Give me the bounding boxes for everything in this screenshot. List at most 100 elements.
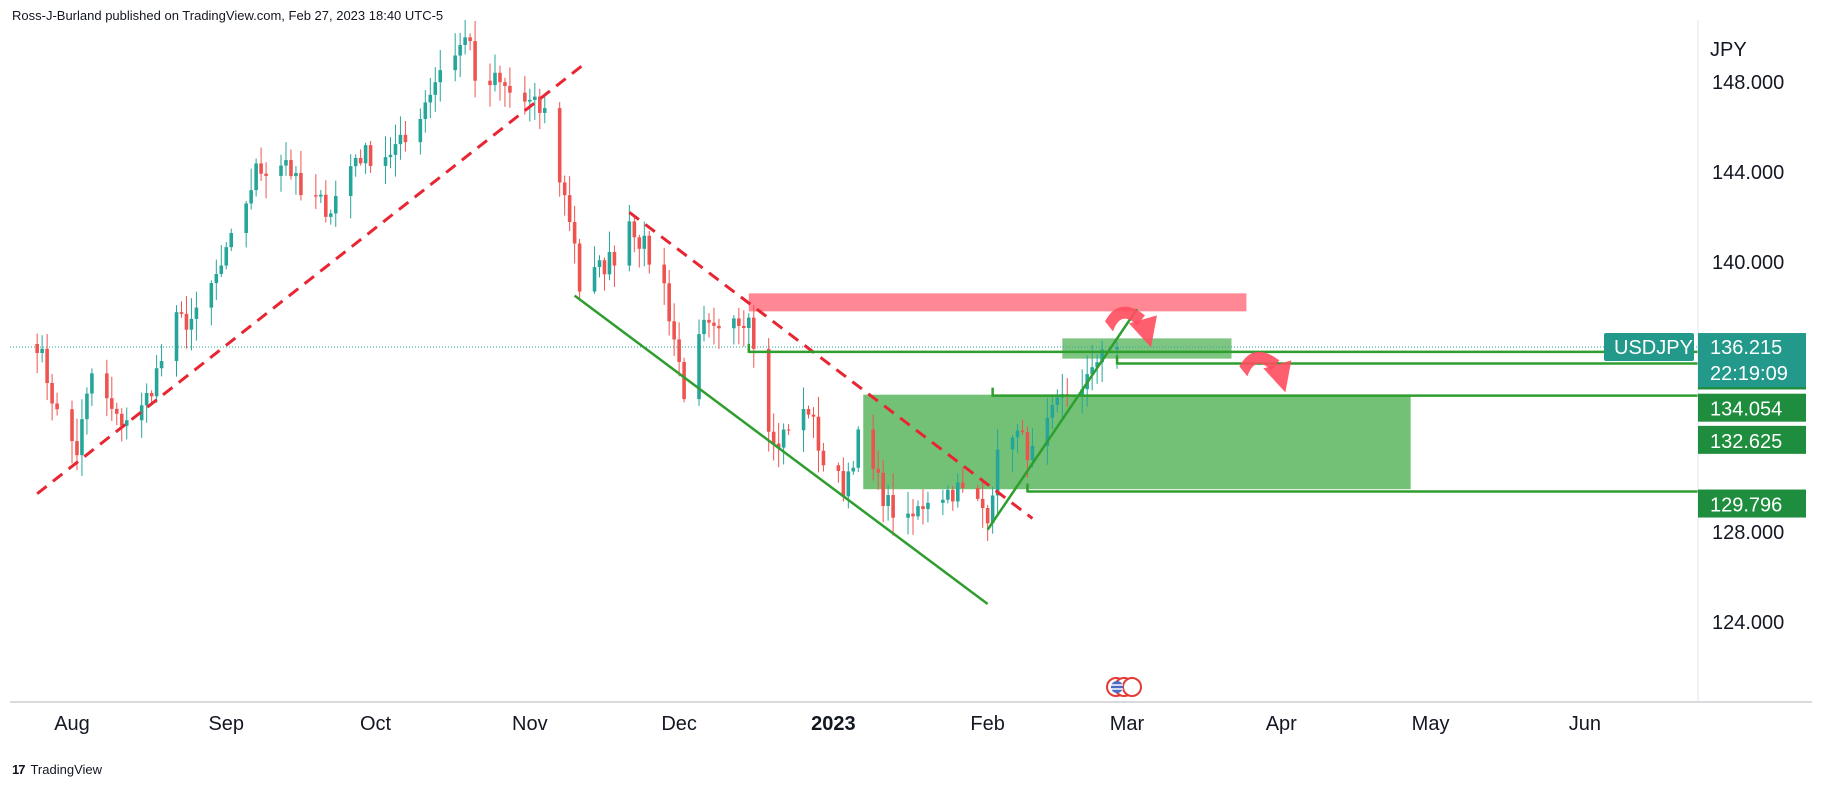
- candle-body: [523, 92, 527, 102]
- candle-body: [891, 495, 895, 518]
- candle-body: [841, 470, 846, 497]
- tradingview-brand-text: TradingView: [30, 762, 103, 777]
- rising-dashed-trendline[interactable]: [36, 62, 586, 495]
- candle-body: [393, 144, 398, 155]
- candle-body: [886, 495, 890, 506]
- rising-support-trendline[interactable]: [986, 308, 1138, 531]
- candle-body: [712, 322, 716, 326]
- drawing-layer-front: [36, 62, 1698, 605]
- candle-body: [468, 37, 472, 42]
- last-price-badge: 136.215 22:19:09: [1698, 333, 1806, 388]
- candle-body: [751, 317, 756, 349]
- candle-body: [453, 55, 457, 71]
- candle-body: [533, 96, 537, 100]
- publisher-caption: Ross-J-Burland published on TradingView.…: [12, 8, 444, 23]
- candle-body: [1045, 417, 1050, 446]
- candle-body: [388, 154, 393, 158]
- candle-body: [697, 334, 701, 400]
- candle-body: [398, 134, 403, 145]
- resistance-zone: [748, 293, 1247, 312]
- falling-dashed-trendline[interactable]: [628, 211, 1034, 520]
- candle-body: [528, 99, 532, 102]
- candle-body: [259, 163, 263, 174]
- candle-body: [498, 72, 502, 83]
- price-level-badge: 132.625: [1698, 425, 1806, 454]
- candle-body: [906, 513, 910, 518]
- candle-body: [70, 409, 74, 442]
- falling-support-trendline[interactable]: [573, 294, 989, 605]
- candle-body: [562, 182, 567, 196]
- candle-body: [876, 468, 880, 473]
- candle-body: [662, 264, 666, 284]
- candle-body: [90, 373, 94, 394]
- candle-body: [279, 165, 283, 176]
- candle-body: [423, 102, 428, 119]
- candle-body: [503, 82, 507, 86]
- candle-body: [194, 307, 199, 319]
- candle-body: [975, 487, 980, 499]
- candle-body: [567, 195, 572, 223]
- candle-body: [811, 414, 816, 417]
- candle-body: [368, 145, 373, 166]
- candle-body: [139, 405, 144, 421]
- candle-body: [473, 41, 477, 81]
- candle-body: [1020, 430, 1025, 433]
- candle-body: [642, 235, 647, 249]
- candle-body: [189, 318, 194, 330]
- candle-body: [816, 416, 821, 451]
- candle-body: [985, 507, 990, 524]
- bar-countdown: 22:19:09: [1710, 363, 1788, 385]
- candle-body: [846, 471, 851, 497]
- candle-body: [821, 450, 826, 466]
- time-tick-label: Aug: [54, 713, 90, 735]
- candle-body: [224, 247, 229, 266]
- tradingview-branding: 17 TradingView: [12, 762, 102, 777]
- candle-body: [667, 283, 671, 322]
- time-tick-label: 2023: [811, 713, 856, 735]
- time-tick-label: Feb: [970, 713, 1004, 735]
- candle-body: [672, 321, 676, 340]
- candle-body: [159, 361, 164, 369]
- price-level-value: 129.796: [1710, 495, 1782, 517]
- candle-body: [1030, 445, 1035, 461]
- price-labels: 135.485134.054132.625129.796USDJPY136.21…: [1604, 333, 1806, 518]
- curved-arrow-icon[interactable]: [1105, 306, 1157, 348]
- candle-body: [508, 85, 512, 93]
- candle-body: [557, 108, 562, 183]
- candle-body: [110, 398, 114, 409]
- candle-body: [627, 221, 632, 266]
- candle-body: [1025, 432, 1030, 461]
- candle-body: [702, 319, 706, 335]
- indicator-flag-icon[interactable]: [1106, 677, 1142, 697]
- candle-body: [363, 145, 368, 164]
- candle-body: [85, 393, 89, 420]
- candle-body: [358, 157, 363, 164]
- candle-body: [612, 252, 617, 266]
- time-axis: Aug Sep Oct Nov Dec 2023 Feb Mar Apr May Jun: [54, 713, 1601, 735]
- candle-body: [254, 163, 258, 191]
- candle-body: [1010, 437, 1015, 450]
- candle-body: [299, 172, 303, 196]
- candle-body: [916, 506, 920, 517]
- candle-body: [1100, 349, 1104, 363]
- candle-body: [174, 312, 179, 362]
- candle-body: [602, 260, 607, 275]
- last-price-value: 136.215: [1710, 337, 1782, 359]
- candle-body: [946, 489, 950, 500]
- candle-body: [219, 265, 224, 275]
- candle-body: [105, 373, 109, 399]
- symbol-badge[interactable]: USDJPY: [1604, 333, 1694, 362]
- tradingview-logo-icon: 17: [12, 762, 26, 777]
- candle-body: [960, 482, 965, 488]
- candle-body: [926, 502, 930, 510]
- candle-body: [314, 195, 318, 197]
- candle-body: [747, 317, 751, 328]
- candle-body: [45, 348, 49, 383]
- candle-body: [771, 431, 776, 444]
- curved-arrow-icon[interactable]: [1239, 351, 1292, 393]
- candle-body: [383, 157, 388, 166]
- drawing-layer-back: [10, 293, 1698, 490]
- price-tick-label: 124.000: [1712, 612, 1784, 634]
- candle-body: [786, 429, 791, 431]
